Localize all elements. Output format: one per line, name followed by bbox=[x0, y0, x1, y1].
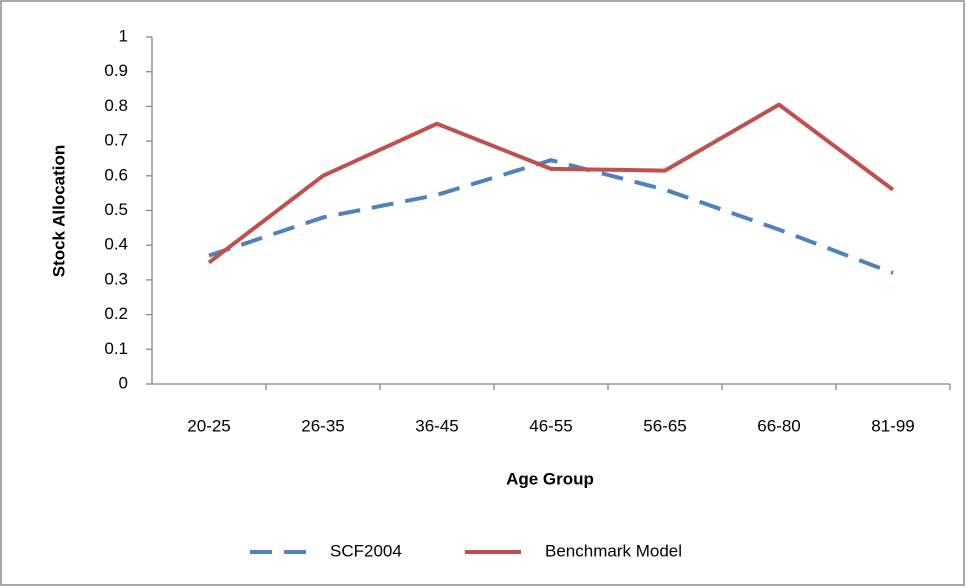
x-tick-label: 26-35 bbox=[301, 416, 344, 435]
legend-label: Benchmark Model bbox=[545, 541, 682, 560]
legend-label: SCF2004 bbox=[330, 541, 402, 560]
y-tick-label: 0.2 bbox=[104, 304, 128, 323]
x-axis-label: Age Group bbox=[506, 469, 594, 488]
line-series bbox=[207, 102, 895, 265]
x-tick-label: 81-99 bbox=[871, 416, 914, 435]
y-tick-label: 0.3 bbox=[104, 269, 128, 288]
y-tick-label: 0.9 bbox=[104, 61, 128, 80]
y-tick-label: 0.8 bbox=[104, 96, 128, 115]
x-tick-label: 66-80 bbox=[757, 416, 800, 435]
y-tick-label: 0.1 bbox=[104, 339, 128, 358]
y-tick-label: 0.6 bbox=[104, 165, 128, 184]
line-series bbox=[208, 158, 894, 275]
x-tick-label: 56-65 bbox=[643, 416, 686, 435]
y-tick-label: 0.5 bbox=[104, 200, 128, 219]
y-tick-label: 1 bbox=[119, 26, 128, 45]
y-axis-label: Stock Allocation bbox=[49, 145, 68, 278]
x-tick-label: 46-55 bbox=[529, 416, 572, 435]
x-tick-label: 20-25 bbox=[187, 416, 230, 435]
y-tick-label: 0.4 bbox=[104, 235, 128, 254]
y-tick-label: 0.7 bbox=[104, 131, 128, 150]
y-tick-label: 0 bbox=[119, 373, 128, 392]
x-tick-label: 36-45 bbox=[415, 416, 458, 435]
